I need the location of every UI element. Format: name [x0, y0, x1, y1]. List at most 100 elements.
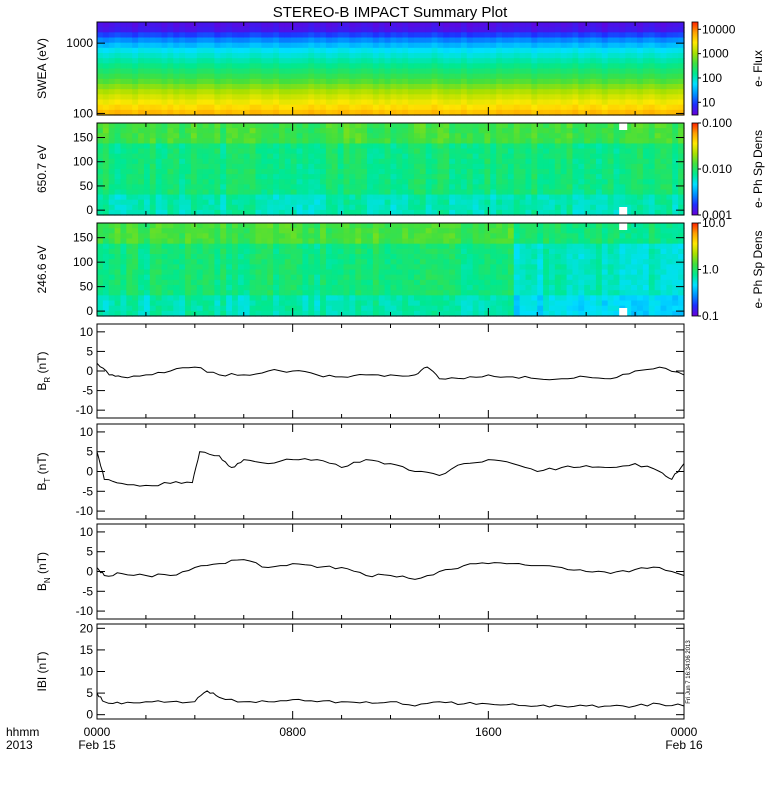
spectrogram-cell	[572, 179, 578, 185]
spectrogram-cell	[396, 133, 402, 139]
spectrogram-cell	[402, 69, 408, 75]
spectrogram-cell	[443, 48, 449, 54]
spectrogram-cell	[214, 195, 220, 201]
spectrogram-cell	[526, 100, 532, 106]
spectrogram-cell	[385, 189, 391, 195]
spectrogram-cell	[367, 270, 373, 276]
spectrogram-cell	[214, 105, 220, 111]
spectrogram-cell	[150, 53, 156, 59]
spectrogram-cell	[432, 254, 438, 260]
spectrogram-cell	[320, 149, 326, 155]
spectrogram-cell	[391, 63, 397, 69]
spectrogram-cell	[649, 133, 655, 139]
spectrogram-cell	[261, 43, 267, 49]
spectrogram-cell	[103, 270, 109, 276]
spectrogram-cell	[496, 233, 502, 239]
spectrogram-cell	[314, 270, 320, 276]
spectrogram-cell	[314, 254, 320, 260]
spectrogram-cell	[467, 249, 473, 255]
spectrogram-cell	[273, 94, 279, 100]
spectrogram-cell	[391, 79, 397, 85]
spectrogram-cell	[338, 295, 344, 301]
spectrogram-cell	[302, 275, 308, 281]
spectrogram-cell	[132, 259, 138, 265]
spectrogram-cell	[467, 254, 473, 260]
spectrogram-cell	[103, 63, 109, 69]
spectrogram-cell	[220, 228, 226, 234]
spectrogram-cell	[572, 149, 578, 155]
spectrogram-cell	[285, 133, 291, 139]
spectrogram-cell	[572, 184, 578, 190]
spectrogram-cell	[203, 239, 209, 245]
spectrogram-cell	[214, 228, 220, 234]
spectrogram-cell	[220, 280, 226, 286]
spectrogram-cell	[391, 306, 397, 312]
spectrogram-cell	[302, 200, 308, 206]
spectrogram-cell	[449, 69, 455, 75]
spectrogram-cell	[355, 184, 361, 190]
spectrogram-cell	[385, 254, 391, 260]
spectrogram-cell	[508, 143, 514, 149]
spectrogram-cell	[420, 223, 426, 229]
spectrogram-cell	[285, 169, 291, 175]
spectrogram-cell	[490, 239, 496, 245]
spectrogram-cell	[496, 290, 502, 296]
spectrogram-cell	[414, 239, 420, 245]
spectrogram-cell	[596, 48, 602, 54]
spectrogram-cell	[602, 89, 608, 95]
spectrogram-cell	[455, 154, 461, 160]
spectrogram-cell	[637, 164, 643, 170]
spectrogram-cell	[197, 100, 203, 106]
spectrogram-cell	[162, 174, 168, 180]
spectrogram-cell	[396, 154, 402, 160]
spectrogram-cell	[520, 133, 526, 139]
spectrogram-cell	[115, 89, 121, 95]
spectrogram-cell	[97, 233, 103, 239]
spectrogram-cell	[385, 63, 391, 69]
spectrogram-cell	[261, 184, 267, 190]
spectrogram-cell	[414, 27, 420, 33]
spectrogram-cell	[666, 169, 672, 175]
spectrogram-cell	[385, 38, 391, 44]
spectrogram-cell	[672, 58, 678, 64]
spectrogram-cell	[602, 48, 608, 54]
spectrogram-cell	[373, 200, 379, 206]
spectrogram-cell	[156, 254, 162, 260]
spectrogram-cell	[109, 53, 115, 59]
spectrogram-cell	[261, 189, 267, 195]
spectrogram-cell	[109, 174, 115, 180]
spectrogram-cell	[449, 53, 455, 59]
spectrogram-cell	[361, 244, 367, 250]
spectrogram-cell	[197, 143, 203, 149]
spectrogram-cell	[379, 228, 385, 234]
spectrogram-cell	[349, 306, 355, 312]
spectrogram-cell	[150, 239, 156, 245]
spectrogram-cell	[162, 79, 168, 85]
spectrogram-cell	[197, 264, 203, 270]
spectrogram-cell	[197, 69, 203, 75]
spectrogram-cell	[132, 143, 138, 149]
spectrogram-cell	[461, 285, 467, 291]
spectrogram-cell	[308, 105, 314, 111]
spectrogram-cell	[514, 128, 520, 134]
spectrogram-cell	[197, 223, 203, 229]
spectrogram-cell	[514, 244, 520, 250]
spectrogram-cell	[326, 223, 332, 229]
spectrogram-cell	[97, 306, 103, 312]
spectrogram-cell	[473, 280, 479, 286]
spectrogram-cell	[449, 169, 455, 175]
spectrogram-cell	[396, 195, 402, 201]
spectrogram-cell	[279, 133, 285, 139]
spectrogram-cell	[302, 174, 308, 180]
spectrogram-cell	[649, 200, 655, 206]
spectrogram-cell	[138, 174, 144, 180]
spectrogram-cell	[338, 149, 344, 155]
spectrogram-cell	[250, 223, 256, 229]
spectrogram-cell	[250, 38, 256, 44]
spectrogram-cell	[244, 27, 250, 33]
spectrogram-cell	[144, 143, 150, 149]
spectrogram-cell	[220, 233, 226, 239]
spectrogram-cell	[655, 53, 661, 59]
spectrogram-cell	[250, 254, 256, 260]
spectrogram-cell	[238, 128, 244, 134]
